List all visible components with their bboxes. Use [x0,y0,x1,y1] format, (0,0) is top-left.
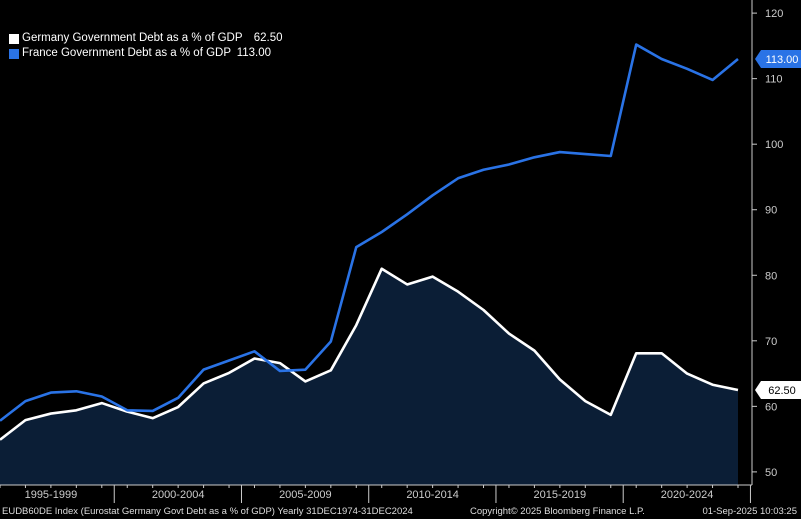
y-tick-label-110: 110 [765,74,783,86]
legend-item-france[interactable]: France Government Debt as a % of GDP 113… [9,46,283,61]
france-last-value-tag: 113.00 [755,49,801,68]
germany-last-value-tag-text: 62.50 [768,385,796,397]
x-tick-label: 2020-2024 [661,489,714,501]
x-tick-label: 2010-2014 [406,489,459,501]
germany-last-value-tag: 62.50 [755,380,801,399]
footer-timestamp: 01-Sep-2025 10:03:25 [702,506,797,517]
y-tick-label-120: 120 [765,8,783,20]
france-last-value-tag-text: 113.00 [766,54,799,66]
legend-label-france: France Government Debt as a % of GDP [22,47,232,59]
legend-value-france: 113.00 [236,47,272,59]
x-tick-label: 1995-1999 [25,489,78,501]
france-line [0,43,739,422]
legend-item-germany[interactable]: Germany Government Debt as a % of GDP 62… [9,31,283,46]
y-tick-label-60: 60 [765,401,777,413]
y-tick-label-50: 50 [765,467,777,479]
x-tick-label: 2005-2009 [279,489,332,501]
germany-line [0,267,739,441]
legend: Germany Government Debt as a % of GDP 62… [6,30,287,62]
footer-security-info: EUDB60DE Index (Eurostat Germany Govt De… [2,506,413,517]
legend-value-germany: 62.50 [253,32,283,44]
footer-copyright: Copyright© 2025 Bloomberg Finance L.P. [470,506,645,517]
y-tick-label-90: 90 [765,205,777,217]
germany-last-value-tag-bg [755,380,801,399]
y-tick-label-100: 100 [765,139,783,151]
y-tick-label-80: 80 [765,270,777,282]
y-tick-label-70: 70 [765,336,777,348]
x-tick-label: 2015-2019 [534,489,587,501]
france-last-value-tag-bg [755,49,801,68]
footer-bar: EUDB60DE Index (Eurostat Germany Govt De… [0,504,801,519]
legend-swatch-france [9,48,19,59]
legend-swatch-germany [9,33,19,44]
germany-area-fill [0,268,738,485]
x-tick-label: 2000-2004 [152,489,205,501]
legend-label-germany: Germany Government Debt as a % of GDP [22,32,243,44]
